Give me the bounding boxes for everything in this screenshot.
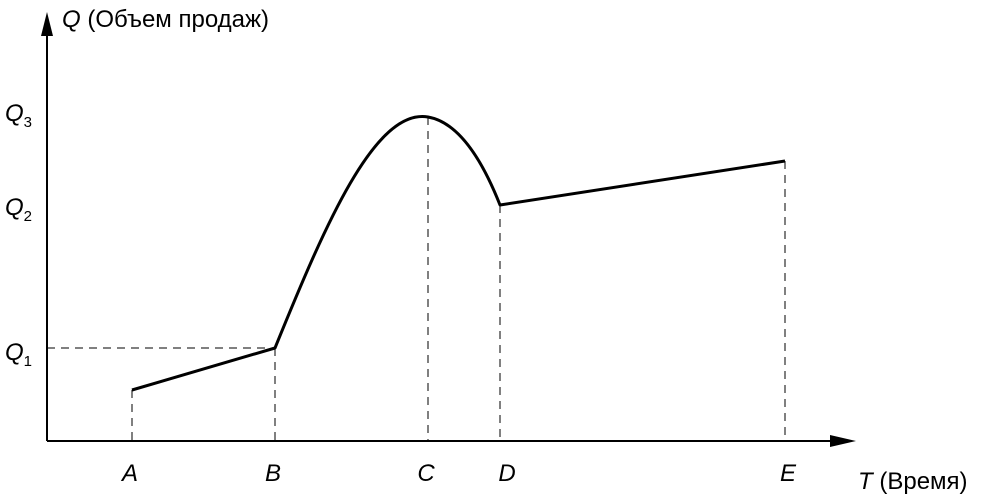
- y-level-label: Q2: [5, 194, 32, 225]
- y-level-subscript: 3: [24, 114, 32, 131]
- x-point-label: B: [265, 460, 281, 487]
- y-level-symbol: Q: [5, 339, 24, 366]
- x-axis-symbol: T: [858, 468, 875, 495]
- x-axis-label: (Время): [879, 468, 967, 495]
- y-level-symbol: Q: [5, 100, 24, 127]
- y-axis-label: (Объем продаж): [87, 6, 269, 33]
- y-level-label: Q3: [5, 100, 32, 131]
- y-level-symbol: Q: [5, 194, 24, 221]
- y-axis-arrow: [41, 12, 53, 36]
- y-level-subscript: 1: [24, 353, 32, 370]
- y-level-label: Q1: [5, 339, 32, 370]
- x-point-label: E: [780, 460, 797, 487]
- y-level-subscript: 2: [24, 208, 32, 225]
- x-point-label: C: [417, 460, 435, 487]
- x-axis-arrow: [830, 435, 856, 447]
- sales-curve: [131, 115, 786, 392]
- y-axis-symbol: Q: [62, 6, 81, 33]
- x-axis-title: T (Время): [858, 468, 968, 495]
- y-axis-title: Q (Объем продаж): [62, 6, 269, 33]
- x-point-label: A: [120, 460, 138, 487]
- x-point-label: D: [498, 460, 515, 487]
